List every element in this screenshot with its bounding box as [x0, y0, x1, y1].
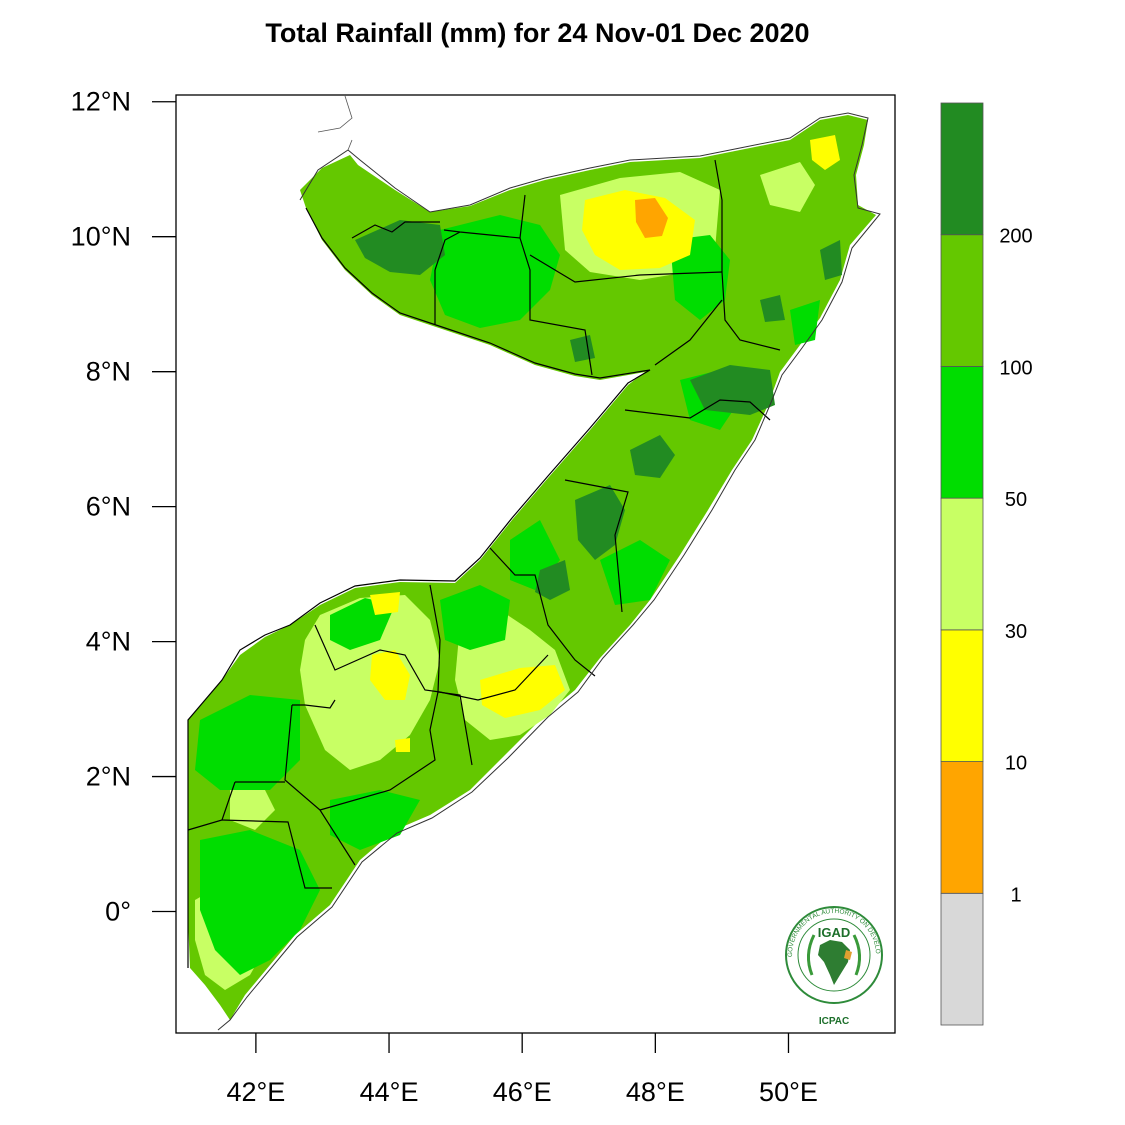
colorbar-bin [940, 629, 984, 762]
colorbar-label: 200 [999, 226, 1032, 248]
logo-ring-text: INTERGOVERNMENTAL AUTHORITY ON DEVELOPME… [0, 0, 881, 957]
colorbar-label: 100 [999, 357, 1032, 379]
lat-tick-label: 10°N [71, 222, 131, 252]
coastline [217, 112, 881, 1031]
latitude-axis: 12°N 10°N 8°N 6°N 4°N 2°N 0° [71, 87, 176, 927]
logo-caption: ICPAC [819, 1016, 849, 1027]
lon-tick-label: 46°E [493, 1077, 552, 1107]
neighbor-border [317, 95, 353, 151]
region-boundaries [187, 159, 781, 889]
colorbar-bin [940, 102, 984, 236]
colorbar-bin [940, 892, 984, 1026]
colorbar-bin [940, 234, 984, 367]
africa-icon [818, 940, 850, 985]
colorbar-bin [940, 761, 984, 894]
colorbar: 1 10 30 50 100 200 [940, 102, 1033, 1026]
lat-tick-label: 12°N [71, 87, 131, 117]
rain-1-10-area [635, 198, 668, 238]
lat-tick-label: 6°N [86, 492, 131, 522]
lat-tick-label: 8°N [86, 357, 131, 387]
lat-tick-label: 2°N [86, 762, 131, 792]
plot-frame [175, 94, 896, 1034]
colorbar-bin [940, 366, 984, 499]
rain-10-30-areas [370, 135, 840, 752]
lon-tick-label: 44°E [360, 1077, 419, 1107]
colorbar-label: 1 [1010, 884, 1021, 906]
rainfall-map [187, 95, 881, 1031]
lon-tick-label: 48°E [626, 1077, 685, 1107]
lat-tick-label: 4°N [86, 627, 131, 657]
colorbar-label: 50 [1005, 489, 1027, 511]
colorbar-bin [940, 497, 984, 631]
lon-tick-label: 42°E [226, 1077, 285, 1107]
logo-name: IGAD [818, 925, 851, 940]
colorbar-label: 10 [1005, 753, 1027, 775]
rain-50-100-areas [195, 215, 820, 975]
colorbar-label: 30 [1005, 621, 1027, 643]
lat-tick-label: 0° [105, 897, 131, 927]
rain-over-200-areas [355, 220, 842, 600]
page-title: Total Rainfall (mm) for 24 Nov-01 Dec 20… [265, 18, 810, 48]
lon-tick-label: 50°E [759, 1077, 818, 1107]
longitude-axis: 42°E 44°E 46°E 48°E 50°E [226, 1033, 818, 1107]
western-border [187, 207, 651, 968]
